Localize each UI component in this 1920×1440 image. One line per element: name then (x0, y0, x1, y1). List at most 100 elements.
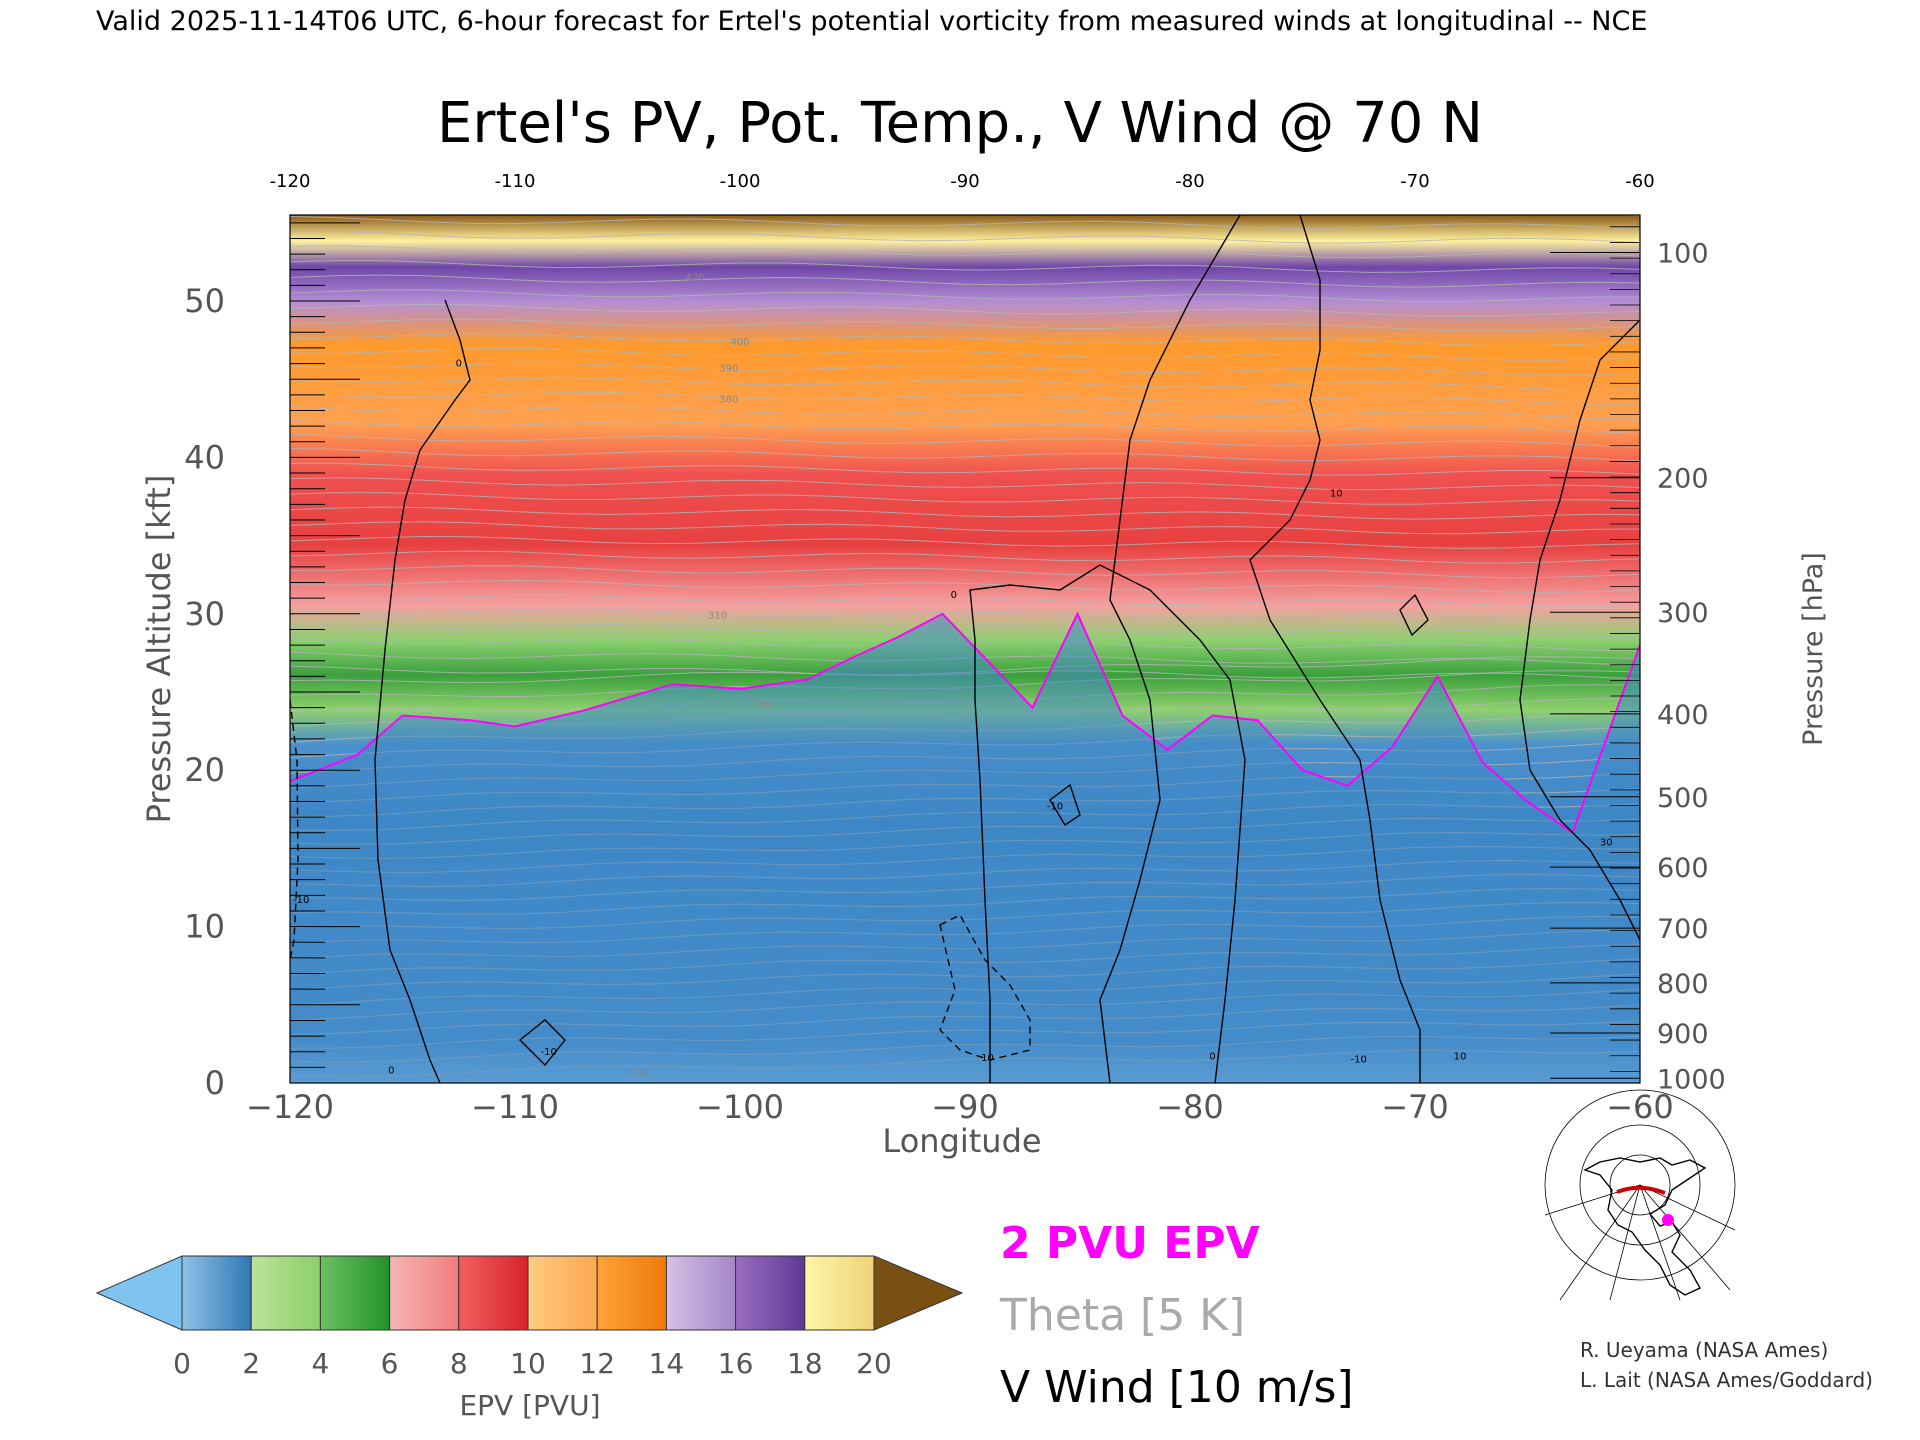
colorbar-bins (181, 1255, 875, 1331)
pressure-tick-marks (1550, 226, 1640, 1079)
theta-line (290, 448, 1640, 462)
vwind-contour-ten-mid (1099, 215, 1241, 1083)
x-axis-label: Longitude (882, 1122, 1041, 1160)
vwind-contour-ten-east (1249, 215, 1421, 1083)
colorbar-tick-label: 0 (173, 1347, 191, 1380)
pressure-tick-label: 700 (1657, 914, 1709, 945)
theta-line (290, 477, 1640, 491)
colorbar-tick-label: 20 (856, 1347, 892, 1380)
vwind-label: 0 (388, 1066, 394, 1077)
y-tick-label: 30 (184, 595, 225, 633)
pressure-tick-label: 300 (1657, 598, 1709, 629)
y-tick-label: 20 (184, 751, 225, 789)
pressure-tick-label: 500 (1657, 783, 1709, 814)
credit-line-1: R. Ueyama (NASA Ames) (1580, 1338, 1828, 1362)
theta-line (290, 623, 1640, 637)
theta-line (290, 289, 1640, 303)
vwind-label: 10 (981, 1053, 994, 1064)
theta-line (290, 492, 1640, 505)
legend: 2 PVU EPV Theta [5 K] V Wind [10 m/s] (999, 1218, 1354, 1413)
y-tick-label: 0 (205, 1064, 225, 1102)
theta-label: 420 (685, 273, 704, 284)
colorbar-tick-label: 2 (242, 1347, 260, 1380)
locator-map-coastline (1583, 1157, 1707, 1296)
y-tick-label: 40 (184, 438, 225, 476)
vwind-contour-labels: 0 0 0 0 10 10 10 -10 -10 -10 -10 30 (293, 359, 1613, 1077)
colorbar-tick-label: 4 (311, 1347, 329, 1380)
colorbar-bin (181, 1255, 252, 1331)
colorbar-under-arrow (95, 1255, 183, 1331)
vwind-contour-dashed-south (939, 914, 1031, 1061)
theta-line (290, 406, 1640, 420)
two-pvu-contour (290, 611, 1640, 835)
theta-label: 300 (753, 700, 772, 711)
x-top-tick-label: -100 (720, 171, 761, 192)
theta-line (290, 362, 1640, 376)
colorbar-over-arrow (873, 1255, 964, 1331)
x-top-tick-label: -70 (1400, 171, 1429, 192)
y-minor-ticks (290, 222, 360, 1068)
colorbar-bin (389, 1255, 460, 1331)
theta-line (290, 377, 1640, 391)
troposphere-low-pv-region (290, 613, 1640, 1083)
vwind-label: -10 (293, 895, 309, 906)
theta-line (290, 274, 1640, 288)
colorbar-tick-label: 12 (579, 1347, 615, 1380)
locator-map-graticule (1544, 1089, 1736, 1301)
colorbar-label: EPV [PVU] (459, 1389, 600, 1422)
theta-contour-labels: 250 300 310 380 390 400 420 (629, 273, 772, 1080)
pressure-tick-label: 200 (1657, 464, 1709, 495)
colorbar-ticks: 0 2 4 6 8 10 12 14 16 18 20 (173, 1347, 892, 1380)
locator-map-frame (1540, 1152, 1735, 1300)
colorbar-tick-label: 14 (649, 1347, 685, 1380)
vwind-label: -10 (1047, 801, 1063, 812)
colorbar-bin (250, 1255, 321, 1331)
theta-label: 390 (719, 363, 738, 374)
theta-line (290, 419, 1640, 434)
theta-line (290, 506, 1640, 520)
pressure-tick-label: 900 (1657, 1019, 1709, 1050)
vwind-label: 10 (1454, 1052, 1467, 1063)
pressure-axis-label: Pressure [hPa] (1798, 552, 1829, 746)
vwind-contour-zero-east (969, 564, 1246, 1083)
theta-line (290, 550, 1640, 564)
theta-label: 250 (629, 1069, 648, 1080)
colorbar-tick-label: 8 (450, 1347, 468, 1380)
plot-area: 250 300 310 380 390 400 420 0 0 0 0 10 10 10 -10 -10 -1… (289, 214, 1641, 1084)
theta-line (290, 318, 1640, 332)
vwind-contour-loop-east (1399, 593, 1429, 637)
colorbar-tick-label: 6 (381, 1347, 399, 1380)
x-top-tick-label: -90 (950, 171, 979, 192)
x-tick-label: −100 (696, 1088, 784, 1126)
colorbar-bin (804, 1255, 875, 1331)
y-axis-label: Pressure Altitude [kft] (140, 475, 178, 824)
x-top-tick-label: -80 (1175, 171, 1204, 192)
y-tick-label: 50 (184, 282, 225, 320)
pressure-tick-label: 100 (1657, 239, 1709, 270)
locator-map-marker (1662, 1214, 1674, 1226)
vwind-contour-dashed-west (290, 699, 299, 961)
header-caption: Valid 2025-11-14T06 UTC, 6-hour forecast… (96, 6, 1647, 37)
theta-line (1613, 215, 1640, 217)
locator-map-section-line (1616, 1185, 1666, 1195)
colorbar-bin (527, 1255, 598, 1331)
theta-line (290, 230, 1640, 244)
colorbar-bin (665, 1255, 737, 1331)
vwind-label: -10 (541, 1047, 557, 1058)
vwind-contour-thirty (1519, 319, 1640, 941)
credit-line-2: L. Lait (NASA Ames/Goddard) (1580, 1368, 1873, 1392)
legend-vwind-label: V Wind [10 m/s] (1000, 1362, 1354, 1413)
colorbar-tick-label: 10 (510, 1347, 546, 1380)
vwind-contours (290, 215, 1640, 1083)
y-axis-ticks: 0 10 20 30 40 50 (184, 282, 225, 1102)
theta-line (290, 260, 1640, 273)
legend-theta-label: Theta [5 K] (999, 1290, 1245, 1341)
theta-line (290, 347, 1640, 361)
colorbar-bin (458, 1255, 529, 1331)
theta-line (290, 333, 1640, 347)
theta-line (290, 579, 1640, 593)
x-axis-ticks: −120 −110 −100 −90 −80 −70 −60 (246, 1088, 1674, 1126)
colorbar-bin (319, 1255, 391, 1331)
pressure-axis-ticks: 100 200 300 400 500 600 700 800 900 1000 (1657, 239, 1726, 1096)
